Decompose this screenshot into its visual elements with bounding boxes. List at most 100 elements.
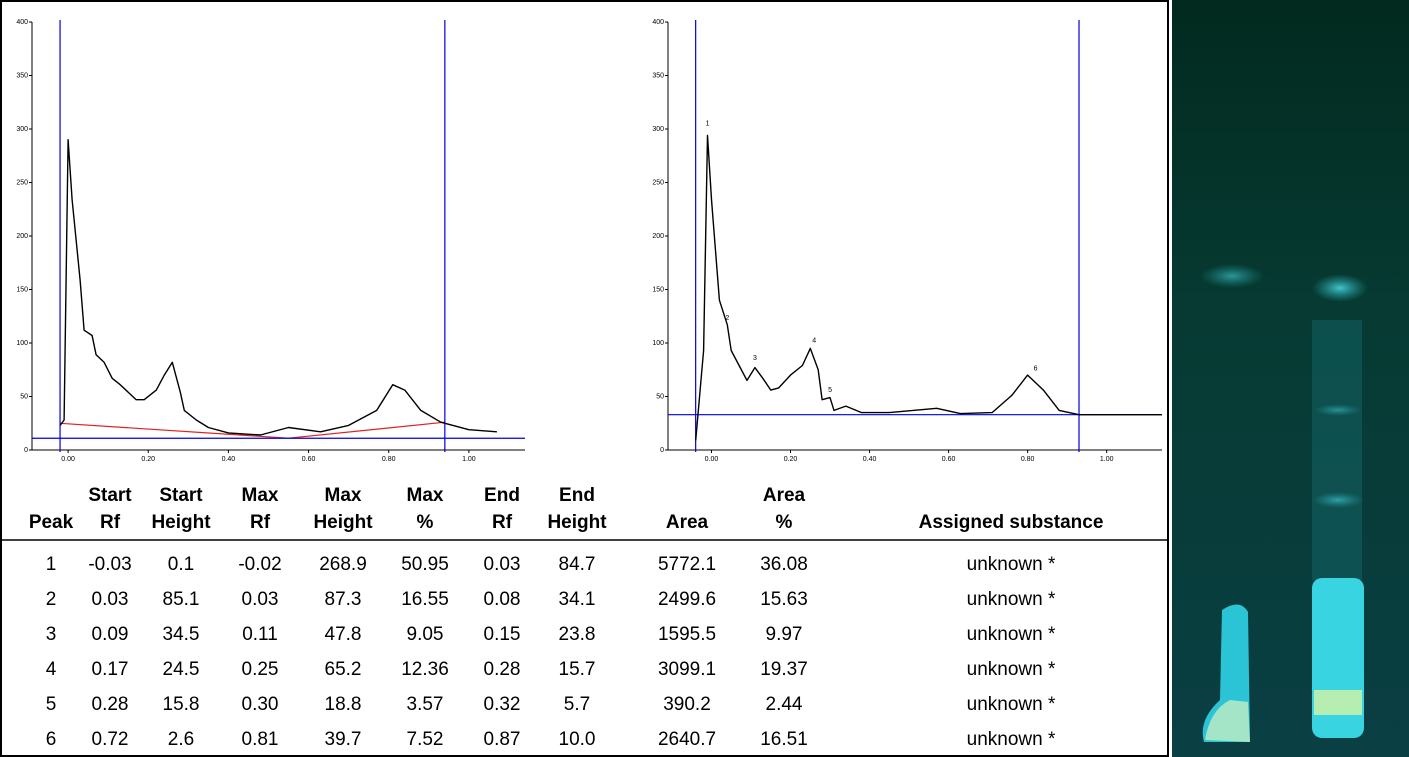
column-header: Start (159, 485, 203, 506)
column-header: Height (547, 512, 607, 533)
table-cell: 2 (46, 589, 57, 610)
plate-background (1172, 0, 1409, 757)
table-cell: 0.1 (168, 554, 194, 575)
tlc-plate-photo (1172, 0, 1409, 757)
table-cell: 0.09 (92, 624, 129, 645)
spot (1312, 274, 1368, 302)
column-header: % (776, 512, 793, 533)
table-cell: 1595.5 (658, 624, 716, 645)
table-cell: 15.7 (559, 659, 596, 680)
column-header: Rf (100, 512, 121, 533)
table-cell: 0.03 (484, 554, 521, 575)
table-cell: 0.30 (242, 694, 279, 715)
table-cell: 24.5 (163, 659, 200, 680)
peak-label: 4 (812, 338, 816, 345)
table-cell: 5.7 (564, 694, 590, 715)
screen: 0501001502002503003504000.000.200.400.60… (0, 0, 1409, 757)
table-cell: 1 (46, 554, 57, 575)
x-tick-label: 0.20 (784, 456, 798, 463)
column-header: Area (666, 512, 709, 533)
column-header: Assigned substance (919, 512, 1104, 533)
table-cell: 6 (46, 729, 57, 750)
y-tick-label: 200 (652, 233, 664, 240)
table-cell: 2640.7 (658, 729, 716, 750)
table-cell: 36.08 (760, 554, 808, 575)
lane-streak (1312, 320, 1362, 580)
table-cell: unknown * (967, 694, 1056, 715)
y-tick-label: 400 (16, 19, 28, 26)
table-cell: 4 (46, 659, 57, 680)
table-cell: 0.08 (484, 589, 521, 610)
column-header: End (559, 485, 595, 506)
table-cell: 15.8 (163, 694, 200, 715)
column-header: Peak (29, 512, 74, 533)
page: 0501001502002503003504000.000.200.400.60… (0, 0, 1409, 757)
column-header: Start (88, 485, 132, 506)
x-tick-label: 0.80 (382, 456, 396, 463)
y-tick-label: 100 (16, 340, 28, 347)
table-cell: 15.63 (760, 589, 808, 610)
table-cell: 65.2 (325, 659, 362, 680)
table-cell: 2499.6 (658, 589, 716, 610)
y-tick-label: 250 (652, 179, 664, 186)
y-tick-label: 350 (652, 72, 664, 79)
lane-band (1314, 690, 1362, 715)
x-tick-label: 0.00 (705, 456, 719, 463)
column-header: % (417, 512, 434, 533)
y-tick-label: 50 (656, 393, 664, 400)
x-tick-label: 0.80 (1021, 456, 1035, 463)
table-cell: 5 (46, 694, 57, 715)
column-header: Area (763, 485, 806, 506)
spot (1314, 404, 1362, 416)
x-tick-label: 1.00 (1100, 456, 1114, 463)
table-cell: 34.5 (163, 624, 200, 645)
table-cell: 23.8 (559, 624, 596, 645)
table-cell: 0.11 (242, 624, 278, 645)
table-cell: 9.97 (766, 624, 803, 645)
table-cell: 19.37 (760, 659, 808, 680)
y-tick-label: 0 (24, 447, 28, 454)
table-cell: 0.28 (92, 694, 129, 715)
table-cell: 47.8 (325, 624, 362, 645)
table-cell: 390.2 (663, 694, 711, 715)
y-tick-label: 100 (652, 340, 664, 347)
y-tick-label: 50 (20, 393, 28, 400)
column-header: Height (313, 512, 373, 533)
table-cell: 85.1 (163, 589, 200, 610)
table-cell: 3099.1 (658, 659, 716, 680)
table-cell: 18.8 (325, 694, 362, 715)
table-cell: 0.17 (92, 659, 129, 680)
table-cell: unknown * (967, 624, 1056, 645)
table-cell: 0.25 (242, 659, 279, 680)
table-cell: 50.95 (401, 554, 449, 575)
column-header: Rf (250, 512, 271, 533)
table-cell: unknown * (967, 659, 1056, 680)
y-tick-label: 0 (660, 447, 664, 454)
table-cell: 16.51 (760, 729, 808, 750)
table-cell: 0.32 (484, 694, 521, 715)
table-cell: 5772.1 (658, 554, 716, 575)
spot (1312, 492, 1364, 508)
table-cell: 87.3 (325, 589, 362, 610)
peak-label: 5 (828, 387, 832, 394)
table-cell: 3.57 (407, 694, 444, 715)
y-tick-label: 400 (652, 19, 664, 26)
table-cell: 39.7 (325, 729, 362, 750)
x-tick-label: 0.60 (942, 456, 956, 463)
column-header: Max (242, 485, 279, 506)
table-cell: 16.55 (401, 589, 449, 610)
table-cell: 0.03 (92, 589, 129, 610)
x-tick-label: 0.40 (863, 456, 877, 463)
table-cell: 2.44 (766, 694, 803, 715)
table-cell: unknown * (967, 589, 1056, 610)
spot (1200, 264, 1264, 288)
x-tick-label: 0.20 (141, 456, 155, 463)
y-tick-label: 250 (16, 179, 28, 186)
x-tick-label: 0.00 (61, 456, 75, 463)
table-cell: -0.02 (238, 554, 281, 575)
table-cell: 0.87 (484, 729, 521, 750)
peak-label: 2 (725, 315, 729, 322)
peak-label: 1 (706, 120, 710, 127)
peak-label: 6 (1034, 366, 1038, 373)
column-header: Height (151, 512, 211, 533)
